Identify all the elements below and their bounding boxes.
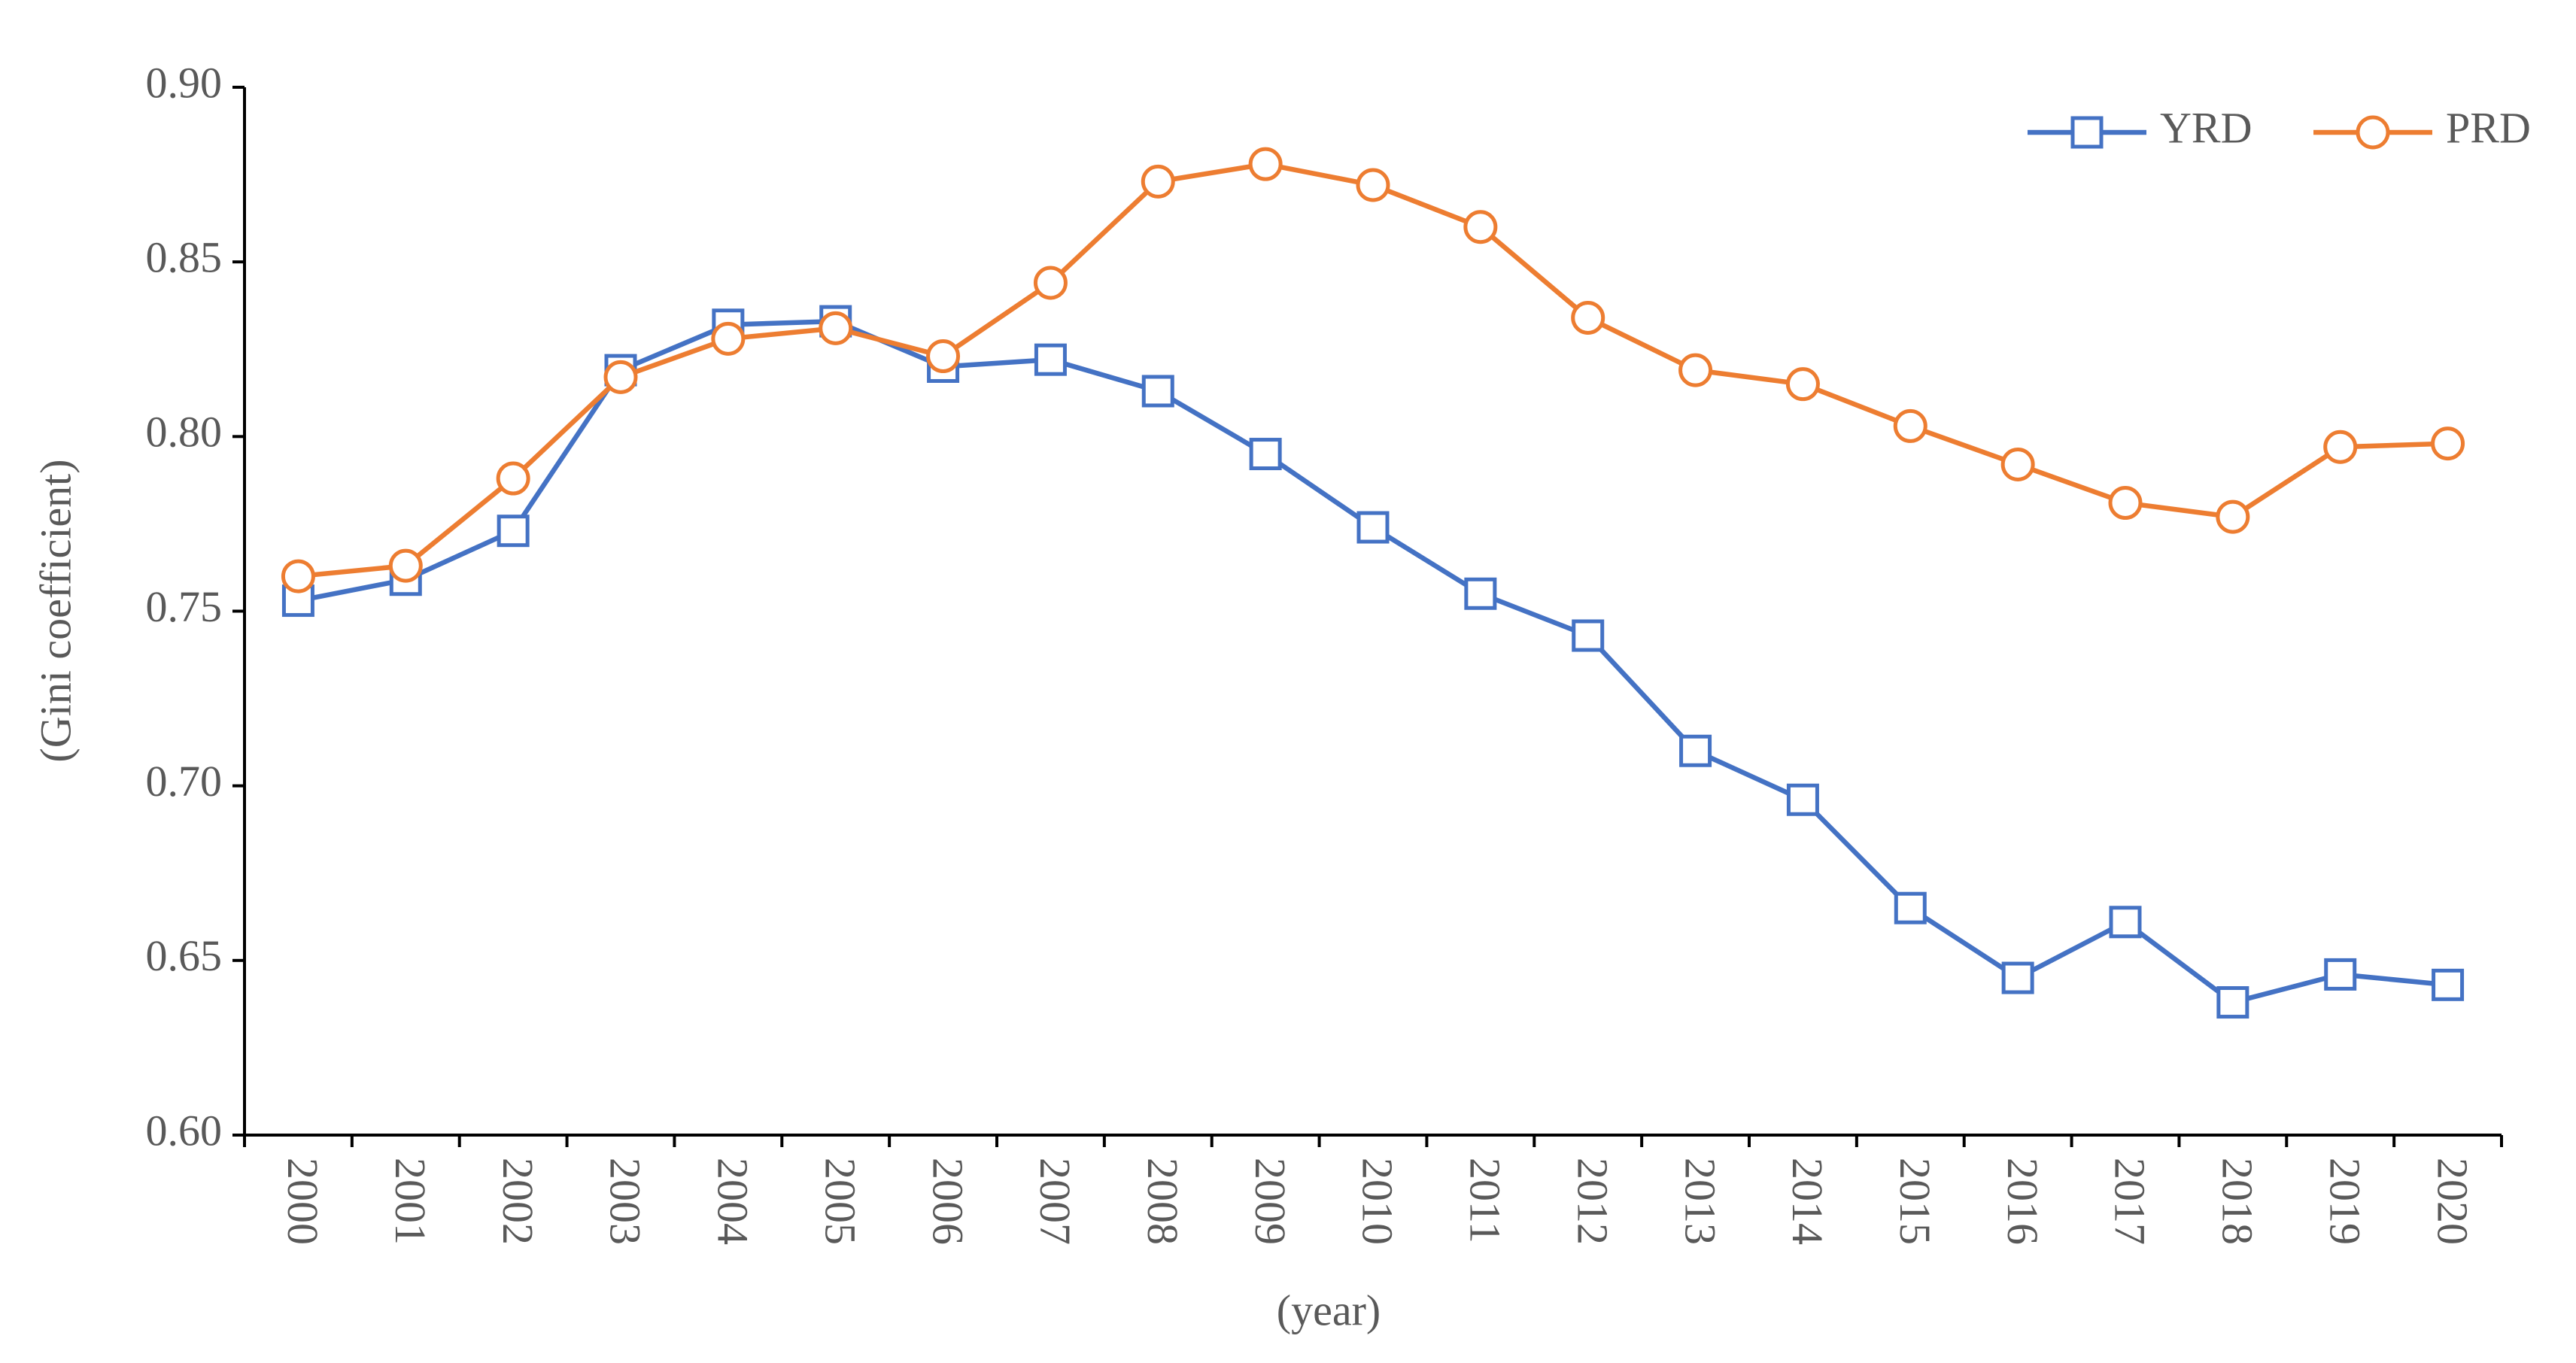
x-tick-label: 2016 bbox=[1998, 1158, 2047, 1245]
marker bbox=[1572, 619, 1605, 652]
marker bbox=[603, 360, 638, 394]
marker bbox=[1249, 438, 1282, 471]
x-tick-label: 2009 bbox=[1246, 1158, 1295, 1245]
marker bbox=[1678, 353, 1713, 387]
x-tick-label: 2010 bbox=[1353, 1158, 1402, 1245]
marker bbox=[1894, 891, 1927, 924]
legend-label: YRD bbox=[2160, 103, 2252, 152]
marker bbox=[1464, 577, 1497, 610]
marker bbox=[1141, 164, 1175, 199]
marker bbox=[2108, 486, 2143, 521]
marker bbox=[2070, 116, 2104, 149]
marker bbox=[2216, 499, 2250, 534]
x-tick-label: 2020 bbox=[2428, 1158, 2477, 1245]
marker bbox=[1785, 367, 1820, 402]
x-tick-label: 2019 bbox=[2320, 1158, 2369, 1245]
x-tick-label: 2001 bbox=[386, 1158, 435, 1245]
marker bbox=[497, 515, 530, 548]
marker bbox=[2323, 430, 2358, 464]
x-tick-label: 2006 bbox=[923, 1158, 972, 1245]
marker bbox=[388, 548, 423, 583]
marker bbox=[1356, 168, 1390, 202]
y-tick-label: 0.60 bbox=[146, 1106, 223, 1155]
marker bbox=[819, 311, 853, 345]
marker bbox=[1893, 408, 1927, 443]
marker bbox=[2216, 986, 2249, 1019]
y-tick-label: 0.90 bbox=[146, 58, 223, 107]
x-tick-label: 2008 bbox=[1138, 1158, 1187, 1245]
marker bbox=[496, 461, 530, 496]
x-tick-label: 2002 bbox=[494, 1158, 542, 1245]
marker bbox=[2432, 968, 2465, 1001]
y-tick-label: 0.85 bbox=[146, 232, 223, 281]
line bbox=[297, 318, 2448, 1005]
marker bbox=[2109, 906, 2142, 939]
marker bbox=[281, 559, 315, 593]
marker bbox=[1141, 375, 1174, 408]
marker bbox=[926, 339, 961, 374]
marker bbox=[1786, 783, 1819, 816]
x-axis-label: (year) bbox=[1277, 1286, 1381, 1334]
marker bbox=[1571, 300, 1605, 335]
y-tick-label: 0.75 bbox=[146, 582, 223, 631]
x-tick-label: 2003 bbox=[601, 1158, 650, 1245]
marker bbox=[1463, 210, 1498, 244]
x-tick-label: 2014 bbox=[1783, 1158, 1832, 1245]
x-tick-label: 2017 bbox=[2106, 1158, 2155, 1245]
marker bbox=[2001, 961, 2034, 994]
x-tick-label: 2007 bbox=[1031, 1158, 1080, 1245]
marker bbox=[2000, 447, 2035, 481]
x-tick-label: 2013 bbox=[1675, 1158, 1724, 1245]
legend-label: PRD bbox=[2446, 103, 2531, 152]
x-tick-label: 2015 bbox=[1891, 1158, 1940, 1245]
y-tick-label: 0.70 bbox=[146, 757, 223, 806]
y-axis-label: (Gini coefficient) bbox=[31, 459, 80, 762]
marker bbox=[1679, 734, 1712, 767]
x-tick-label: 2011 bbox=[1461, 1158, 1510, 1243]
marker bbox=[711, 321, 746, 356]
marker bbox=[2431, 427, 2465, 461]
marker bbox=[2356, 115, 2390, 150]
y-tick-label: 0.80 bbox=[146, 408, 223, 457]
y-tick-label: 0.65 bbox=[146, 931, 223, 980]
marker bbox=[1248, 147, 1283, 181]
x-tick-label: 2005 bbox=[816, 1158, 864, 1245]
x-tick-label: 2012 bbox=[1568, 1158, 1617, 1245]
marker bbox=[1033, 266, 1068, 300]
x-tick-label: 2004 bbox=[709, 1158, 758, 1245]
x-tick-label: 2000 bbox=[278, 1158, 327, 1245]
x-tick-label: 2018 bbox=[2213, 1158, 2262, 1245]
marker bbox=[1356, 511, 1390, 544]
marker bbox=[2324, 958, 2357, 991]
marker bbox=[1034, 343, 1067, 376]
